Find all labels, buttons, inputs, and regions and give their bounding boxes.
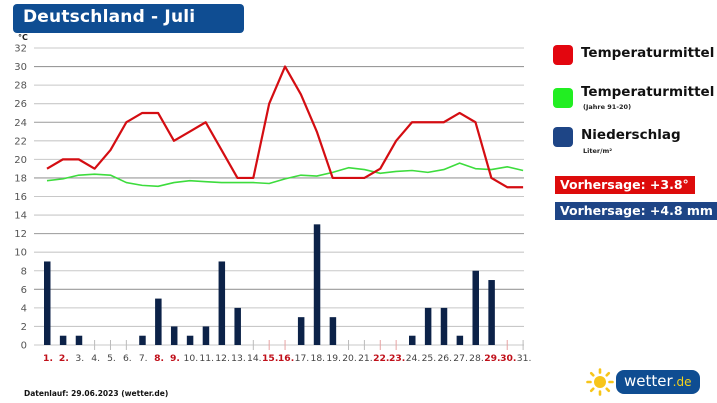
svg-text:2.: 2.	[59, 353, 69, 364]
svg-text:1.: 1.	[43, 353, 53, 364]
svg-text:14.: 14.	[247, 353, 262, 364]
svg-text:18: 18	[14, 173, 27, 184]
svg-text:21.: 21.	[358, 353, 373, 364]
svg-text:18.: 18.	[310, 353, 325, 364]
svg-text:12.: 12.	[215, 353, 230, 364]
svg-text:30: 30	[14, 62, 27, 73]
svg-text:30.: 30.	[500, 353, 516, 364]
red-swatch-icon	[553, 45, 573, 65]
legend-label: Temperaturmittel	[581, 84, 715, 100]
logo-pill: wetter.de	[616, 370, 700, 394]
svg-text:28.: 28.	[469, 353, 484, 364]
sun-icon	[586, 368, 614, 396]
precipitation-bars	[44, 224, 495, 345]
svg-text:28: 28	[14, 81, 27, 92]
blue-swatch-icon	[553, 127, 573, 147]
svg-text:4.: 4.	[91, 353, 100, 364]
grid-lines	[34, 47, 524, 346]
svg-text:20: 20	[14, 155, 27, 166]
y-axis-unit: °C	[18, 33, 28, 42]
legend-label: Niederschlag	[581, 127, 681, 143]
svg-text:22: 22	[14, 136, 27, 147]
svg-text:11.: 11.	[199, 353, 214, 364]
svg-text:26.: 26.	[437, 353, 452, 364]
logo-text: wetter.de	[624, 372, 692, 390]
svg-text:6: 6	[21, 285, 27, 296]
x-axis-labels: 1. 2. 3. 4. 5. 6. 7. 8. 9. 10. 11. 12. 13. 14. 15. 16. 1…	[43, 353, 531, 364]
svg-text:3.: 3.	[75, 353, 84, 364]
wetter-de-logo[interactable]: wetter.de	[585, 368, 703, 396]
legend-sublabel: (Jahre 91-20)	[583, 103, 632, 111]
data-run-note: Datenlauf: 29.06.2023 (wetter.de)	[24, 389, 169, 398]
legend-label: Temperaturmittel	[581, 45, 715, 61]
svg-text:23.: 23.	[389, 353, 405, 364]
page-title: Deutschland - Juli	[23, 7, 196, 27]
svg-text:16: 16	[14, 192, 27, 203]
svg-text:24.: 24.	[406, 353, 421, 364]
svg-text:14: 14	[14, 211, 27, 222]
svg-text:2: 2	[21, 322, 27, 333]
green-swatch-icon	[553, 88, 573, 108]
normal-temperature-line	[46, 162, 524, 188]
svg-text:17.: 17.	[295, 353, 310, 364]
svg-text:32: 32	[14, 44, 27, 55]
svg-text:16.: 16.	[278, 353, 294, 364]
svg-text:6.: 6.	[123, 353, 132, 364]
svg-text:4: 4	[21, 303, 27, 314]
svg-text:5.: 5.	[107, 353, 116, 364]
forecast-precipitation-badge: Vorhersage: +4.8 mm	[555, 202, 717, 220]
svg-text:31.: 31.	[517, 353, 532, 364]
svg-text:24: 24	[14, 118, 27, 129]
forecast-temperature-badge: Vorhersage: +3.8°	[555, 176, 695, 194]
legend-sublabel: Liter/m²	[583, 147, 613, 155]
svg-text:8: 8	[21, 266, 27, 277]
svg-text:26: 26	[14, 99, 27, 110]
svg-text:7.: 7.	[139, 353, 148, 364]
svg-text:8.: 8.	[154, 353, 164, 364]
mean-temperature-line	[46, 65, 524, 189]
svg-text:19.: 19.	[326, 353, 341, 364]
svg-text:9.: 9.	[170, 353, 180, 364]
svg-text:10: 10	[14, 248, 27, 259]
svg-text:27.: 27.	[453, 353, 468, 364]
svg-text:20.: 20.	[342, 353, 357, 364]
svg-text:22.: 22.	[373, 353, 389, 364]
svg-text:12: 12	[14, 229, 27, 240]
x-axis-ticks	[94, 340, 524, 350]
svg-text:29.: 29.	[484, 353, 500, 364]
svg-text:13.: 13.	[231, 353, 246, 364]
svg-text:25.: 25.	[422, 353, 437, 364]
svg-text:15.: 15.	[262, 353, 278, 364]
title-banner: Deutschland - Juli	[13, 4, 244, 33]
svg-text:0: 0	[21, 341, 27, 352]
svg-text:10.: 10.	[184, 353, 199, 364]
